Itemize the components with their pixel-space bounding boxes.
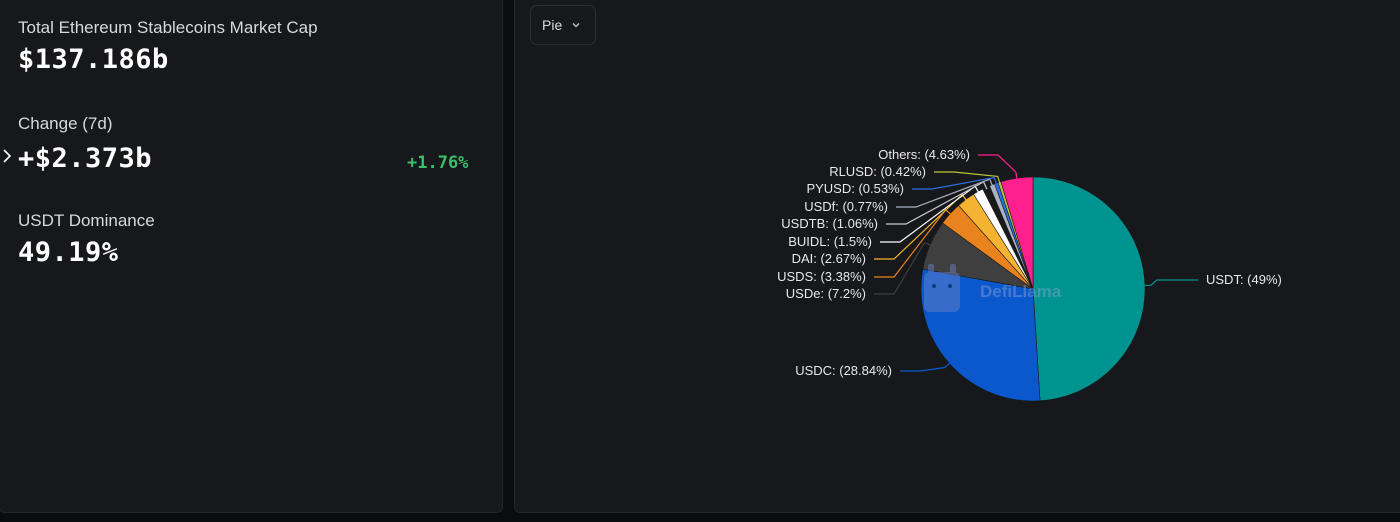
slice-label-usde: USDe: (7.2%) (786, 286, 866, 301)
leader-line-dai (874, 193, 968, 260)
watermark-text: DefiLlama (980, 282, 1062, 301)
defillama-watermark: DefiLlama (924, 264, 1062, 312)
slice-label-usdtb: USDTB: (1.06%) (781, 216, 878, 231)
dominance-label: USDT Dominance (18, 211, 155, 230)
change-value: +$2.373b (18, 143, 153, 174)
market-cap-label: Total Ethereum Stablecoins Market Cap (18, 18, 318, 37)
leader-line-usdt (1142, 279, 1198, 287)
slice-label-others: Others: (4.63%) (878, 147, 970, 162)
slice-label-usdc: USDC: (28.84%) (795, 363, 892, 378)
leader-line-usdf (896, 178, 994, 208)
slice-label-buidl: BUIDL: (1.5%) (788, 234, 872, 249)
slice-label-dai: DAI: (2.67%) (792, 251, 866, 266)
leader-line-rlusd (934, 171, 1001, 185)
change-label: Change (7d) (18, 114, 113, 133)
chevron-down-icon (572, 23, 580, 28)
slice-label-rlusd: RLUSD: (0.42%) (829, 164, 926, 179)
leader-line-usdc (900, 361, 952, 372)
dominance-value: 49.19% (18, 237, 119, 268)
slice-label-usdt: USDT: (49%) (1206, 272, 1282, 287)
chevron-right-icon[interactable] (1, 148, 17, 164)
leader-line-others (978, 154, 1018, 181)
change-percent: +1.76% (407, 153, 469, 173)
leader-line-usde (874, 241, 933, 295)
slice-label-usds: USDS: (3.38%) (777, 269, 866, 284)
llama-logo-icon (924, 264, 960, 312)
slice-label-pyusd: PYUSD: (0.53%) (806, 181, 904, 196)
leader-line-usdtb (886, 181, 988, 225)
chart-type-dropdown[interactable]: Pie (530, 5, 596, 45)
slice-label-usdf: USDf: (0.77%) (804, 199, 888, 214)
chart-type-label: Pie (542, 17, 563, 33)
market-cap-value: $137.186b (18, 44, 169, 75)
leader-line-buidl (880, 185, 980, 243)
pie-chart: DefiLlama USDT: (49%) USDC: (28.84%) USDe:… (777, 147, 1282, 402)
leader-line-pyusd (912, 176, 998, 190)
stats-panel (0, 0, 503, 513)
leader-line-usds (874, 208, 952, 278)
